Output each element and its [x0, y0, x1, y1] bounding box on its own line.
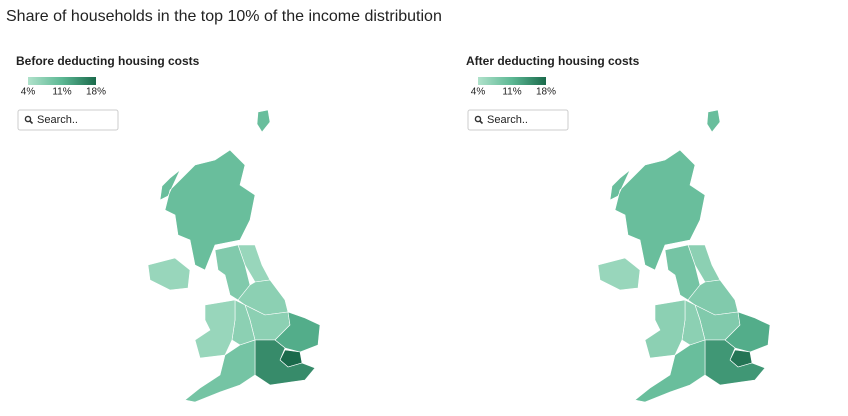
region[interactable]: [597, 257, 641, 291]
region[interactable]: [644, 299, 686, 359]
region[interactable]: [184, 339, 256, 403]
search-icon: [474, 115, 482, 123]
legend-label: 18%: [536, 87, 556, 98]
legend-gradient: [28, 77, 96, 85]
legend-label: 11%: [502, 87, 521, 98]
region[interactable]: [194, 299, 236, 359]
search-field[interactable]: [17, 109, 119, 131]
region[interactable]: [147, 257, 191, 291]
search-field[interactable]: [467, 109, 569, 131]
region[interactable]: [159, 109, 271, 271]
search-icon-handle: [29, 120, 34, 125]
map-panel: Before deducting housing costs 4% 11% 18% Se…: [16, 54, 321, 403]
legend-label: 4%: [21, 87, 36, 98]
legend-gradient: [478, 77, 546, 85]
map-panel: After deducting housing costs 4% 11% 18% Sea…: [466, 54, 771, 403]
panel-subtitle: After deducting housing costs: [466, 54, 640, 68]
region[interactable]: [609, 109, 721, 271]
legend-label: 11%: [52, 87, 71, 98]
region[interactable]: [634, 339, 706, 403]
legend-label: 18%: [86, 87, 106, 98]
search-placeholder: Search..: [487, 114, 528, 126]
page-title: Share of households in the top 10% of th…: [6, 8, 442, 25]
search-icon: [24, 115, 32, 123]
search-placeholder: Search..: [37, 114, 78, 126]
panel-subtitle: Before deducting housing costs: [16, 54, 200, 68]
search-box[interactable]: Search..: [467, 109, 569, 131]
legend-label: 4%: [471, 87, 486, 98]
search-box[interactable]: Search..: [17, 109, 119, 131]
search-icon-handle: [479, 120, 484, 125]
